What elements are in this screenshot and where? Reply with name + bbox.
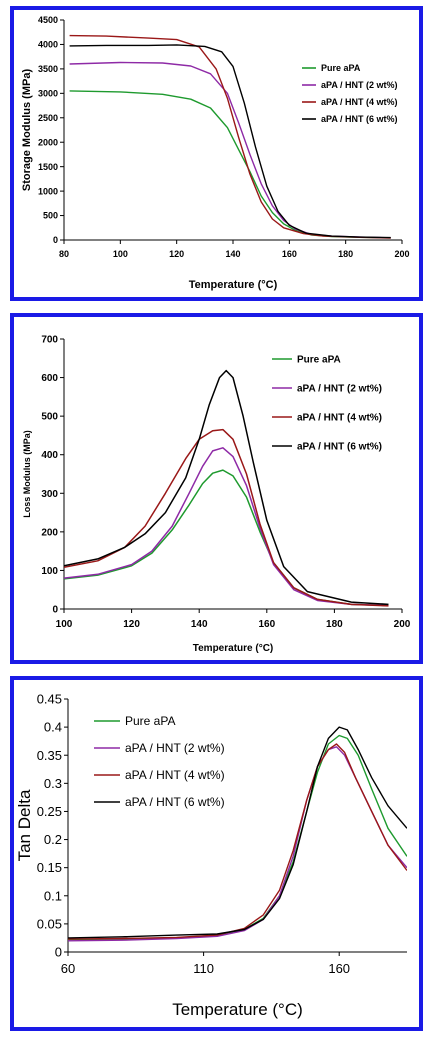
legend-label: aPA / HNT (6 wt%) xyxy=(125,795,225,809)
series-line-1 xyxy=(64,447,389,607)
legend-label: Pure aPA xyxy=(297,355,341,366)
y-tick-label: 0 xyxy=(53,235,58,245)
y-tick-label: 0.05 xyxy=(37,916,62,931)
x-tick-label: 140 xyxy=(225,249,240,259)
x-tick-label: 160 xyxy=(328,961,350,976)
x-tick-label: 120 xyxy=(169,249,184,259)
series-line-0 xyxy=(69,90,391,239)
y-tick-label: 3000 xyxy=(38,88,58,98)
x-tick-label: 100 xyxy=(56,619,73,630)
y-tick-label: 0.4 xyxy=(44,720,62,735)
y-tick-label: 500 xyxy=(43,211,58,221)
y-tick-label: 0.15 xyxy=(37,860,62,875)
y-axis-label: Loss Modulus (MPa) xyxy=(22,430,32,518)
y-tick-label: 4000 xyxy=(38,40,58,50)
y-tick-label: 0.35 xyxy=(37,748,62,763)
x-axis-label: Temperature (°C) xyxy=(189,279,278,291)
y-tick-label: 0.45 xyxy=(37,692,62,707)
y-axis-label: Tan Delta xyxy=(15,789,34,861)
series-line-3 xyxy=(64,369,389,606)
series-line-1 xyxy=(68,746,407,942)
storage-modulus-chart: 0 500 1000 1500 2000 2500 3000 3500 4000 4500 80 10… xyxy=(21,15,410,291)
series-line-0 xyxy=(68,734,407,941)
x-tick-label: 140 xyxy=(191,619,208,630)
y-tick-label: 4500 xyxy=(38,15,58,25)
y-tick-label: 2500 xyxy=(38,113,58,123)
legend-label: aPA / HNT (6 wt%) xyxy=(297,442,382,453)
y-tick-label: 2000 xyxy=(38,137,58,147)
y-tick-label: 0.1 xyxy=(44,888,62,903)
series-line-0 xyxy=(64,469,389,607)
y-axis-label: Storage Modulus (MPa) xyxy=(21,69,33,192)
series-line-3 xyxy=(69,44,391,239)
y-tick-label: 1000 xyxy=(38,186,58,196)
x-tick-label: 110 xyxy=(193,961,214,976)
storage-modulus-chart-panel: 0 500 1000 1500 2000 2500 3000 3500 4000 4500 80 10… xyxy=(10,6,423,301)
x-tick-label: 80 xyxy=(59,249,69,259)
y-tick-label: 400 xyxy=(41,450,58,461)
legend-label: aPA / HNT (2 wt%) xyxy=(125,741,225,755)
x-tick-label: 200 xyxy=(394,619,411,630)
y-tick-label: 0.3 xyxy=(44,776,62,791)
loss-modulus-chart: 0 100 200 300 400 500 600 700 100 120 140 160 180 200… xyxy=(22,335,411,655)
legend-label: aPA / HNT (4 wt%) xyxy=(321,97,398,107)
x-tick-label: 160 xyxy=(282,249,297,259)
x-tick-label: 100 xyxy=(113,249,128,259)
y-tick-label: 0 xyxy=(55,945,62,960)
y-tick-label: 500 xyxy=(41,412,58,423)
y-tick-label: 700 xyxy=(41,335,58,346)
legend-label: aPA / HNT (2 wt%) xyxy=(297,384,382,395)
x-axis-label: Temperature (°C) xyxy=(193,643,274,654)
legend-label: aPA / HNT (6 wt%) xyxy=(321,114,398,124)
legend-label: aPA / HNT (2 wt%) xyxy=(321,80,398,90)
legend-label: aPA / HNT (4 wt%) xyxy=(125,768,225,782)
series-line-2 xyxy=(69,34,391,239)
legend-label: Pure aPA xyxy=(321,63,361,73)
tan-delta-chart-panel: 0 0.05 0.1 0.15 0.2 0.25 0.3 0.35 0.4 0.45 60 110 16… xyxy=(10,676,423,1031)
y-tick-label: 0.25 xyxy=(37,804,62,819)
series-line-2 xyxy=(64,428,389,607)
x-tick-label: 200 xyxy=(394,249,409,259)
legend-label: Pure aPA xyxy=(125,714,175,728)
y-tick-label: 300 xyxy=(41,489,58,500)
series-line-3 xyxy=(68,726,407,939)
x-tick-label: 180 xyxy=(326,619,343,630)
y-tick-label: 1500 xyxy=(38,162,58,172)
y-tick-label: 3500 xyxy=(38,64,58,74)
x-tick-label: 120 xyxy=(123,619,140,630)
x-axis-label: Temperature (°C) xyxy=(172,1000,303,1019)
x-tick-label: 60 xyxy=(61,961,75,976)
loss-modulus-chart-panel: 0 100 200 300 400 500 600 700 100 120 140 160 180 200… xyxy=(10,313,423,664)
x-tick-label: 160 xyxy=(258,619,275,630)
y-tick-label: 200 xyxy=(41,527,58,538)
y-tick-label: 0 xyxy=(52,605,58,616)
tan-delta-chart: 0 0.05 0.1 0.15 0.2 0.25 0.3 0.35 0.4 0.45 60 110 16… xyxy=(15,692,407,1019)
series-line-2 xyxy=(68,743,407,940)
y-tick-label: 0.2 xyxy=(44,832,62,847)
y-tick-label: 100 xyxy=(41,566,58,577)
y-tick-label: 600 xyxy=(41,373,58,384)
legend-label: aPA / HNT (4 wt%) xyxy=(297,413,382,424)
x-tick-label: 180 xyxy=(338,249,353,259)
